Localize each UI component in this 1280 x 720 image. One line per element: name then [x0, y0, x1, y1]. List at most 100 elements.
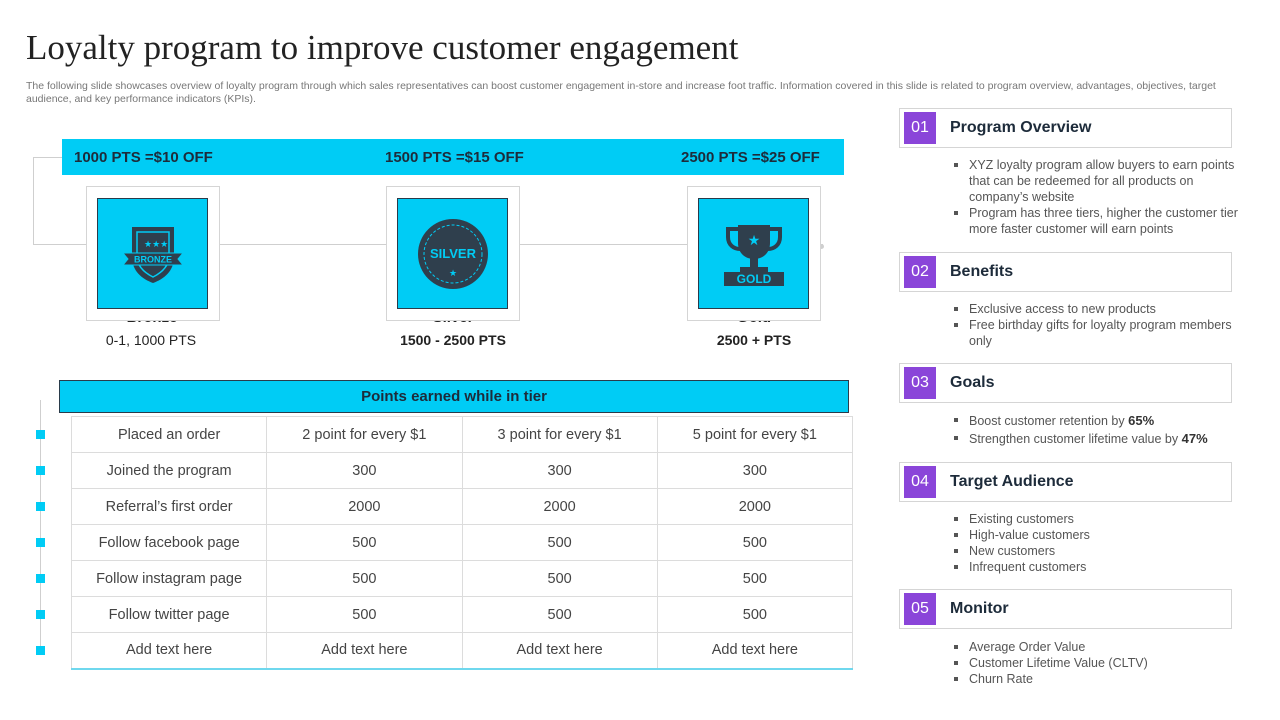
list-item: Infrequent customers [952, 559, 1252, 575]
section-monitor: 05 Monitor [899, 589, 1232, 629]
section-benefits: 02 Benefits [899, 252, 1232, 292]
section-goals: 03 Goals [899, 363, 1232, 403]
list-item: Customer Lifetime Value (CLTV) [952, 655, 1252, 671]
table-cell: 300 [461, 452, 658, 489]
row-marker [36, 430, 45, 439]
tier-connector-left-vertical [33, 157, 34, 244]
table-cell: 500 [461, 524, 658, 561]
tier-range-gold: 2500 + PTS [716, 332, 792, 348]
section-number: 04 [904, 466, 936, 498]
table-cell: Referral’s first order [70, 488, 268, 525]
table-cell: 5 point for every $1 [656, 416, 854, 453]
table-row: Follow instagram page 500 500 500 [70, 560, 854, 597]
table-cell: 300 [656, 452, 854, 489]
section-number: 01 [904, 112, 936, 144]
table-cell: Add text here [656, 632, 854, 669]
table-cell: 2000 [461, 488, 658, 525]
section-title: Monitor [950, 600, 1009, 617]
section-list-monitor: Average Order Value Customer Lifetime Va… [952, 639, 1252, 687]
section-title: Target Audience [950, 473, 1074, 490]
points-offer-gold: 2500 PTS =$25 OFF [681, 149, 820, 166]
tier-icon-frame-gold: ★ GOLD [698, 198, 809, 309]
section-number: 05 [904, 593, 936, 625]
table-cell: Follow instagram page [70, 560, 268, 597]
row-marker [36, 610, 45, 619]
table-row: Joined the program 300 300 300 [70, 452, 854, 489]
section-program-overview: 01 Program Overview [899, 108, 1232, 148]
points-offer-silver: 1500 PTS =$15 OFF [385, 149, 524, 166]
list-item: Exclusive access to new products [952, 301, 1252, 317]
table-row: Follow twitter page 500 500 500 [70, 596, 854, 633]
list-item: Free birthday gifts for loyalty program … [952, 317, 1252, 349]
silver-seal-icon: SILVER ★ [417, 218, 488, 289]
goal-text: Boost customer retention by [969, 414, 1129, 428]
table-cell: Follow facebook page [70, 524, 268, 561]
table-row: Add text here Add text here Add text her… [70, 632, 854, 669]
svg-text:★★★: ★★★ [144, 240, 168, 250]
list-item: High-value customers [952, 527, 1252, 543]
tier-connector-left-top [33, 157, 63, 158]
row-marker [36, 574, 45, 583]
tier-card-gold: ★ GOLD [687, 186, 821, 321]
table-row: Follow facebook page 500 500 500 [70, 524, 854, 561]
section-number: 02 [904, 256, 936, 288]
list-item: New customers [952, 543, 1252, 559]
section-list-target-audience: Existing customers High-value customers … [952, 511, 1252, 575]
table-cell: 500 [461, 560, 658, 597]
table-row: Placed an order 2 point for every $1 3 p… [70, 416, 854, 453]
table-cell: Add text here [461, 632, 658, 669]
svg-text:★: ★ [747, 233, 760, 249]
table-cell: 300 [266, 452, 463, 489]
table-frame-line [40, 400, 60, 650]
table-cell: 3 point for every $1 [461, 416, 658, 453]
list-item: Average Order Value [952, 639, 1252, 655]
points-offer-bronze: 1000 PTS =$10 OFF [74, 149, 213, 166]
points-table-header: Points earned while in tier [59, 380, 849, 413]
row-marker [36, 538, 45, 547]
section-title: Goals [950, 374, 995, 391]
table-cell: Follow twitter page [70, 596, 268, 633]
tier-card-bronze: ★★★ BRONZE [86, 186, 220, 321]
silver-seal-text: SILVER [430, 246, 477, 261]
table-cell: Add text here [70, 632, 268, 669]
section-title: Program Overview [950, 119, 1092, 136]
table-cell: 500 [461, 596, 658, 633]
tier-icon-frame-silver: SILVER ★ [397, 198, 508, 309]
section-list-benefits: Exclusive access to new products Free bi… [952, 301, 1252, 349]
page-title: Loyalty program to improve customer enga… [26, 28, 739, 67]
list-item: Boost customer retention by 65% [952, 412, 1252, 430]
tier-connector-end-dot [819, 244, 824, 249]
list-item: XYZ loyalty program allow buyers to earn… [952, 157, 1252, 205]
goal-value: 65% [1128, 413, 1155, 428]
gold-trophy-icon: ★ GOLD [723, 224, 784, 286]
points-offer-banner: 1000 PTS =$10 OFF 1500 PTS =$15 OFF 2500… [62, 139, 844, 175]
table-cell: 500 [266, 524, 463, 561]
svg-text:★: ★ [448, 269, 456, 279]
tier-card-silver: SILVER ★ [386, 186, 520, 321]
bronze-badge-text: BRONZE [134, 254, 172, 264]
goal-text: Strengthen customer lifetime value by [969, 432, 1182, 446]
table-row: Referral’s first order 2000 2000 2000 [70, 488, 854, 525]
table-cell: 500 [656, 560, 854, 597]
table-cell: 2000 [266, 488, 463, 525]
table-cell: Joined the program [70, 452, 268, 489]
points-table: Placed an order 2 point for every $1 3 p… [70, 416, 854, 670]
row-marker [36, 646, 45, 655]
row-marker [36, 502, 45, 511]
tier-icon-frame-bronze: ★★★ BRONZE [97, 198, 208, 309]
table-cell: Placed an order [70, 416, 268, 453]
section-list-program-overview: XYZ loyalty program allow buyers to earn… [952, 157, 1252, 237]
tier-range-bronze: 0-1, 1000 PTS [105, 332, 197, 348]
table-cell: 2000 [656, 488, 854, 525]
table-cell: 500 [266, 560, 463, 597]
table-cell: 500 [656, 524, 854, 561]
section-number: 03 [904, 367, 936, 399]
list-item: Program has three tiers, higher the cust… [952, 205, 1252, 237]
list-item: Churn Rate [952, 671, 1252, 687]
tier-range-silver: 1500 - 2500 PTS [400, 332, 506, 348]
page-subtitle: The following slide showcases overview o… [26, 80, 1216, 105]
gold-trophy-text: GOLD [736, 272, 771, 286]
row-marker [36, 466, 45, 475]
list-item: Strengthen customer lifetime value by 47… [952, 430, 1252, 448]
section-target-audience: 04 Target Audience [899, 462, 1232, 502]
